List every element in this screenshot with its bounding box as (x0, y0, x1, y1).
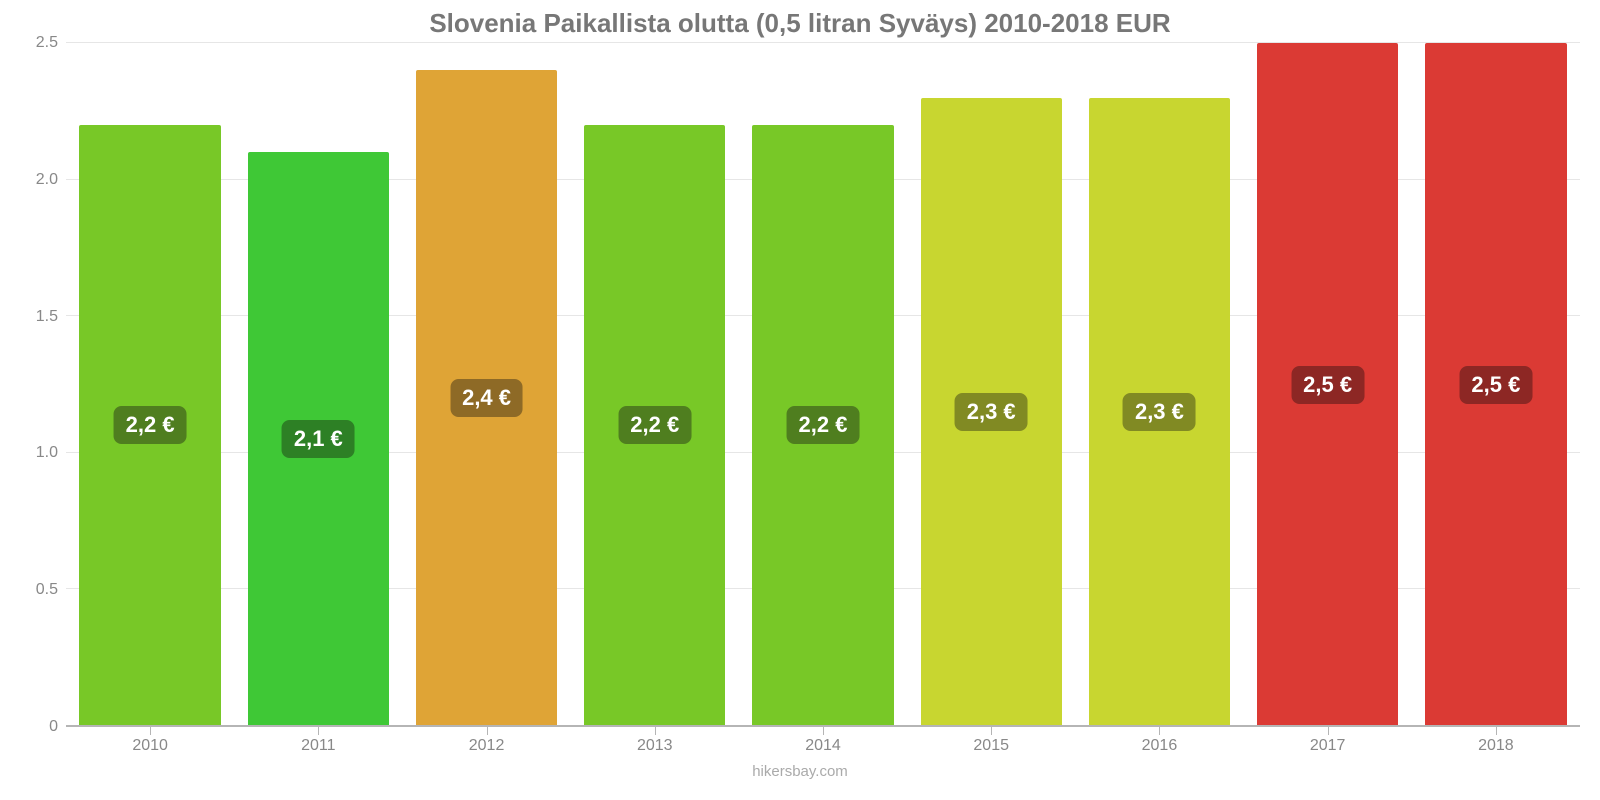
bar-value-label: 2,3 € (1123, 393, 1196, 431)
attribution-text: hikersbay.com (20, 763, 1580, 780)
bar-slot: 2,5 € (1412, 43, 1580, 726)
bar-value-label: 2,2 € (787, 406, 860, 444)
x-tick-label: 2014 (805, 737, 841, 755)
bars-container: 2,2 € 2,1 € 2,4 € 2,2 € 2,2 € 2,3 € 2,3 € 2,5 €… (66, 43, 1580, 726)
chart-area: 00.51.01.52.02.5 2,2 €2,1 €2,4 €2,2 €2,2… (20, 43, 1580, 761)
x-tick: 2018 (1412, 727, 1580, 761)
x-tick: 2016 (1075, 727, 1243, 761)
bar-slot: 2,4 € (402, 43, 570, 726)
x-axis: 2010 2011 2012 2013 2014 2015 2016 2017 2018 (66, 727, 1580, 761)
x-tick: 2012 (402, 727, 570, 761)
y-tick-label: 0 (49, 718, 58, 736)
bar-value-label: 2,2 € (114, 406, 187, 444)
bar-slot: 2,1 € (234, 43, 402, 726)
x-tick: 2014 (739, 727, 907, 761)
bar: 2,2 € (752, 125, 893, 726)
y-tick-label: 1.0 (36, 444, 58, 462)
x-tick: 2017 (1244, 727, 1412, 761)
x-tick-label: 2013 (637, 737, 673, 755)
bar-value-label: 2,1 € (282, 420, 355, 458)
bar-value-label: 2,4 € (450, 379, 523, 417)
x-tick-label: 2012 (469, 737, 505, 755)
x-tick: 2015 (907, 727, 1075, 761)
x-tick-label: 2010 (132, 737, 168, 755)
bar: 2,5 € (1425, 43, 1566, 726)
bar: 2,2 € (584, 125, 725, 726)
bar: 2,5 € (1257, 43, 1398, 726)
bar-slot: 2,5 € (1244, 43, 1412, 726)
bar-slot: 2,3 € (1075, 43, 1243, 726)
x-tick-label: 2016 (1142, 737, 1178, 755)
bar-slot: 2,2 € (739, 43, 907, 726)
x-tick-label: 2017 (1310, 737, 1346, 755)
bar-value-label: 2,5 € (1459, 366, 1532, 404)
bar-slot: 2,2 € (571, 43, 739, 726)
y-tick-label: 2.0 (36, 171, 58, 189)
bar: 2,3 € (1089, 98, 1230, 726)
bar: 2,3 € (921, 98, 1062, 726)
bar-value-label: 2,2 € (618, 406, 691, 444)
bar: 2,2 € (79, 125, 220, 726)
bar-slot: 2,3 € (907, 43, 1075, 726)
x-tick-label: 2018 (1478, 737, 1514, 755)
bar: 2,1 € (248, 152, 389, 726)
bar-value-label: 2,3 € (955, 393, 1028, 431)
baseline (66, 725, 1580, 726)
y-tick-label: 0.5 (36, 581, 58, 599)
x-tick-label: 2015 (973, 737, 1009, 755)
x-tick: 2013 (571, 727, 739, 761)
x-tick-label: 2011 (301, 737, 335, 755)
chart-title: Slovenia Paikallista olutta (0,5 litran … (20, 8, 1580, 39)
bar-slot: 2,2 € (66, 43, 234, 726)
plot-row: 00.51.01.52.02.5 2,2 €2,1 €2,4 €2,2 €2,2… (20, 43, 1580, 727)
x-tick: 2011 (234, 727, 402, 761)
bar: 2,4 € (416, 70, 557, 726)
y-tick-label: 2.5 (36, 34, 58, 52)
y-axis: 00.51.01.52.02.5 (20, 43, 66, 727)
bar-value-label: 2,5 € (1291, 366, 1364, 404)
plot-area: 2,2 € 2,1 € 2,4 € 2,2 € 2,2 € 2,3 € 2,3 € 2,5 €… (66, 43, 1580, 727)
x-tick: 2010 (66, 727, 234, 761)
y-tick-label: 1.5 (36, 308, 58, 326)
